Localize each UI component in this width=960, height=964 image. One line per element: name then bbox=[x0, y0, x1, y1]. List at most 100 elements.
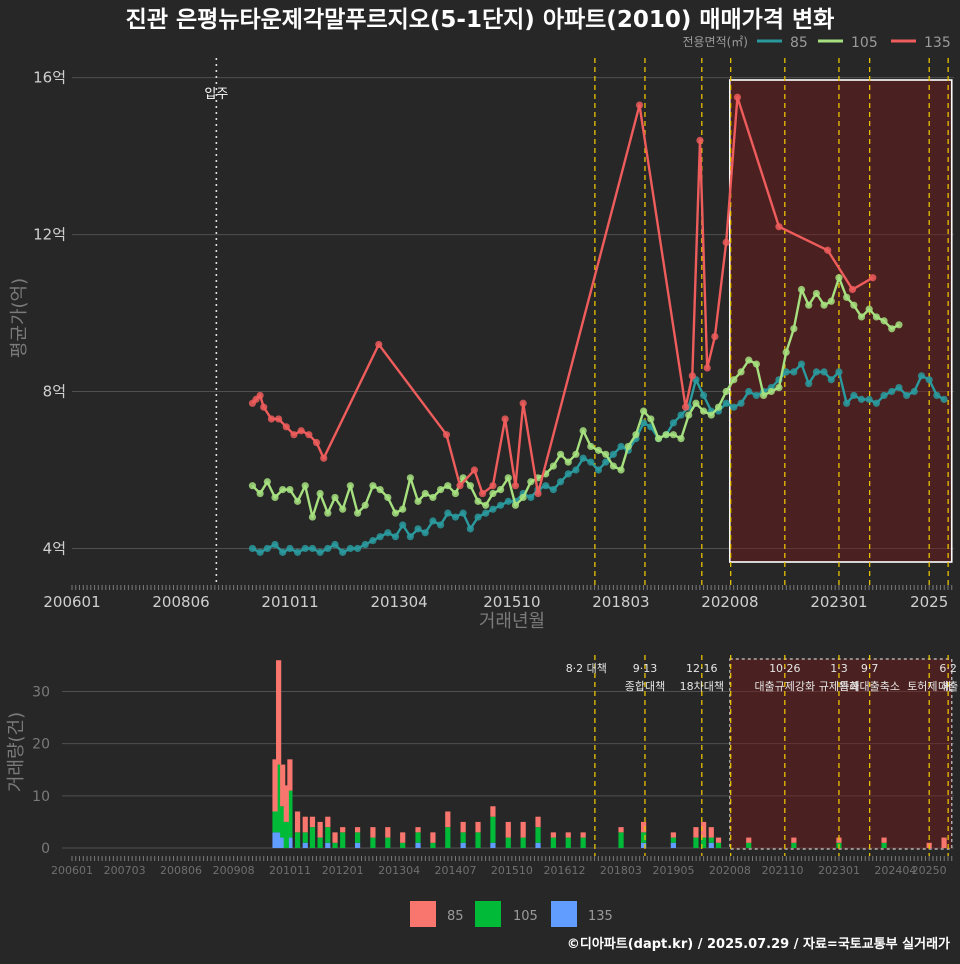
series-point-85 bbox=[286, 544, 294, 553]
volume-bar-135 bbox=[670, 842, 676, 848]
volume-bar-105 bbox=[332, 842, 338, 848]
volume-bar-85 bbox=[791, 837, 797, 843]
volume-x-tick-label: 201803 bbox=[600, 864, 642, 877]
series-point-105 bbox=[617, 466, 625, 474]
series-point-85 bbox=[609, 450, 617, 458]
policy-annotation-name: 종합대책 bbox=[625, 680, 665, 693]
series-point-85 bbox=[331, 540, 339, 549]
series-point-85 bbox=[827, 376, 835, 384]
volume-bar-105 bbox=[340, 832, 346, 848]
volume-bar-105 bbox=[520, 837, 526, 848]
price-y-tick-label: 12억 bbox=[33, 226, 66, 244]
series-point-105 bbox=[444, 482, 452, 490]
series-point-105 bbox=[489, 489, 497, 498]
series-point-105 bbox=[895, 321, 903, 329]
series-point-105 bbox=[346, 482, 354, 490]
series-point-85 bbox=[805, 380, 813, 388]
volume-y-tick-label: 10 bbox=[32, 789, 50, 805]
move-in-label: 입주 bbox=[204, 87, 228, 102]
series-point-105 bbox=[361, 501, 369, 509]
series-point-105 bbox=[669, 431, 677, 439]
volume-bar-85 bbox=[641, 821, 647, 833]
volume-bar-85 bbox=[400, 832, 406, 843]
series-point-85 bbox=[790, 368, 798, 376]
series-point-85 bbox=[279, 548, 287, 556]
volume-bar-105 bbox=[272, 811, 278, 833]
series-point-105 bbox=[805, 301, 813, 309]
series-point-85 bbox=[722, 399, 730, 407]
series-point-85 bbox=[872, 399, 881, 407]
volume-y-tick-label: 0 bbox=[41, 841, 50, 857]
volume-bar-85 bbox=[370, 827, 376, 838]
series-point-105 bbox=[820, 301, 828, 309]
volume-bar-105 bbox=[460, 832, 466, 843]
series-point-85 bbox=[602, 458, 610, 466]
price-x-tick-label: 201011 bbox=[261, 593, 318, 611]
series-point-105 bbox=[767, 387, 775, 396]
volume-bar-135 bbox=[535, 842, 541, 848]
volume-bar-85 bbox=[580, 832, 586, 838]
top-legend-label-85: 85 bbox=[790, 35, 808, 51]
series-point-85 bbox=[496, 501, 505, 509]
volume-bar-105 bbox=[565, 837, 571, 848]
series-point-85 bbox=[429, 517, 437, 525]
volume-bar-85 bbox=[283, 785, 289, 822]
series-point-135 bbox=[256, 391, 264, 400]
series-point-105 bbox=[429, 493, 437, 502]
series-point-85 bbox=[353, 544, 362, 553]
volume-x-tick-label: 201201 bbox=[322, 864, 364, 877]
series-point-85 bbox=[752, 391, 760, 400]
series-point-85 bbox=[782, 368, 790, 376]
volume-bar-105 bbox=[287, 790, 293, 838]
volume-bar-85 bbox=[746, 837, 752, 843]
volume-bar-85 bbox=[520, 821, 526, 838]
price-y-axis-label: 평균가(억) bbox=[9, 278, 30, 358]
volume-x-tick-label: 200703 bbox=[104, 864, 146, 877]
volume-bar-105 bbox=[317, 837, 323, 848]
volume-bar-85 bbox=[445, 811, 451, 828]
series-point-105 bbox=[752, 360, 760, 368]
price-x-tick-label: 200601 bbox=[43, 593, 100, 611]
volume-bar-85 bbox=[287, 759, 293, 791]
volume-bar-105 bbox=[325, 827, 331, 843]
volume-bar-85 bbox=[332, 832, 338, 843]
series-point-85 bbox=[700, 391, 708, 400]
volume-bar-105 bbox=[276, 764, 282, 833]
volume-bar-85 bbox=[309, 816, 316, 828]
series-point-105 bbox=[700, 407, 708, 415]
volume-bar-85 bbox=[565, 832, 571, 838]
policy-annotation-date: 8·2 대책 bbox=[566, 662, 607, 675]
volume-bar-85 bbox=[294, 811, 301, 833]
series-point-135 bbox=[305, 431, 313, 439]
volume-y-tick-label: 30 bbox=[32, 685, 50, 701]
volume-bar-105 bbox=[385, 837, 391, 848]
series-point-105 bbox=[843, 293, 851, 301]
policy-annotations: 8·2 대책 9·13 종합대책 12·16 18차대책 10·26 대출규제강화 1·3 규제… bbox=[566, 662, 959, 693]
series-point-105 bbox=[474, 497, 482, 505]
series-point-85 bbox=[391, 533, 400, 541]
series-point-85 bbox=[843, 399, 851, 407]
series-point-85 bbox=[421, 529, 429, 537]
series-point-105 bbox=[549, 462, 557, 470]
series-point-105 bbox=[316, 489, 324, 498]
series-point-105 bbox=[466, 482, 474, 490]
volume-bar-85 bbox=[701, 821, 707, 838]
bottom-legend-swatch-105 bbox=[475, 901, 501, 927]
series-point-135 bbox=[297, 427, 305, 435]
volume-x-tick-label: 202110 bbox=[762, 864, 804, 877]
price-x-tick-label: 201304 bbox=[370, 593, 427, 611]
series-point-85 bbox=[271, 540, 279, 549]
price-x-tick-label: 202301 bbox=[810, 593, 867, 611]
series-point-85 bbox=[414, 525, 422, 533]
series-point-85 bbox=[556, 478, 565, 486]
series-point-135 bbox=[320, 454, 328, 462]
series-point-135 bbox=[681, 403, 690, 411]
series-point-105 bbox=[647, 415, 655, 423]
series-point-85 bbox=[256, 548, 264, 556]
series-point-105 bbox=[624, 442, 632, 451]
series-point-85 bbox=[474, 513, 482, 521]
series-point-85 bbox=[925, 376, 933, 384]
series-point-85 bbox=[369, 537, 377, 545]
